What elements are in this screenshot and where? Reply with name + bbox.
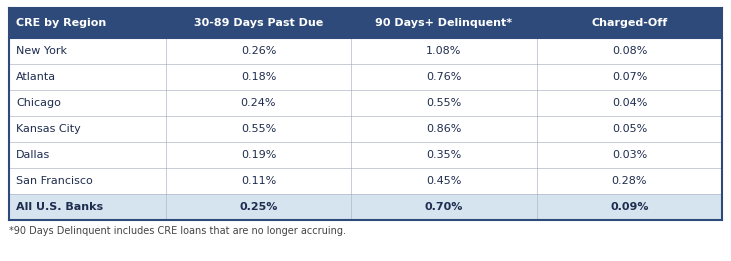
Bar [9, 90, 166, 116]
Text: 30-89 Days Past Due: 30-89 Days Past Due [194, 18, 323, 28]
Text: Atlanta: Atlanta [16, 72, 56, 82]
Text: 0.55%: 0.55% [240, 124, 276, 134]
Bar [351, 64, 537, 90]
Bar [9, 8, 166, 38]
Bar [537, 90, 722, 116]
Text: Kansas City: Kansas City [16, 124, 81, 134]
Bar [166, 142, 351, 168]
Text: 0.08%: 0.08% [612, 46, 647, 56]
Bar [166, 168, 351, 194]
Bar [351, 8, 537, 38]
Bar [9, 168, 166, 194]
Text: 0.25%: 0.25% [239, 202, 278, 212]
Bar [166, 8, 351, 38]
Bar [166, 194, 351, 220]
Text: 0.09%: 0.09% [610, 202, 648, 212]
Text: Charged-Off: Charged-Off [591, 18, 667, 28]
Text: Chicago: Chicago [16, 98, 61, 108]
Text: 0.05%: 0.05% [612, 124, 647, 134]
Bar [537, 142, 722, 168]
Bar [537, 116, 722, 142]
Text: San Francisco: San Francisco [16, 176, 93, 186]
Bar [351, 168, 537, 194]
Text: 1.08%: 1.08% [426, 46, 462, 56]
Text: CRE by Region: CRE by Region [16, 18, 106, 28]
Text: 0.04%: 0.04% [612, 98, 647, 108]
Text: 0.19%: 0.19% [240, 150, 276, 160]
Text: 0.11%: 0.11% [240, 176, 276, 186]
Text: 0.18%: 0.18% [240, 72, 276, 82]
Text: *90 Days Delinquent includes CRE loans that are no longer accruing.: *90 Days Delinquent includes CRE loans t… [9, 226, 346, 236]
Text: 0.03%: 0.03% [612, 150, 647, 160]
Text: 0.35%: 0.35% [426, 150, 461, 160]
Text: 0.45%: 0.45% [426, 176, 462, 186]
Bar [166, 116, 351, 142]
Bar [9, 64, 166, 90]
Bar [537, 64, 722, 90]
Bar [351, 116, 537, 142]
Text: 0.28%: 0.28% [612, 176, 647, 186]
Text: 0.07%: 0.07% [612, 72, 647, 82]
Text: Dallas: Dallas [16, 150, 50, 160]
Bar [537, 168, 722, 194]
Bar [537, 194, 722, 220]
Text: 0.55%: 0.55% [426, 98, 461, 108]
Bar [351, 90, 537, 116]
Text: 0.26%: 0.26% [240, 46, 276, 56]
Bar [537, 38, 722, 64]
Text: 0.70%: 0.70% [425, 202, 463, 212]
Bar [351, 194, 537, 220]
Bar [351, 38, 537, 64]
Bar [9, 142, 166, 168]
Bar [9, 194, 166, 220]
Text: 0.24%: 0.24% [240, 98, 276, 108]
Bar [9, 116, 166, 142]
Bar [166, 90, 351, 116]
Text: All U.S. Banks: All U.S. Banks [16, 202, 103, 212]
Text: 90 Days+ Delinquent*: 90 Days+ Delinquent* [376, 18, 512, 28]
Bar [9, 38, 166, 64]
Text: 0.86%: 0.86% [426, 124, 462, 134]
Text: 0.76%: 0.76% [426, 72, 462, 82]
Bar [166, 38, 351, 64]
Bar [537, 8, 722, 38]
Text: New York: New York [16, 46, 67, 56]
Bar [166, 64, 351, 90]
Bar [351, 142, 537, 168]
